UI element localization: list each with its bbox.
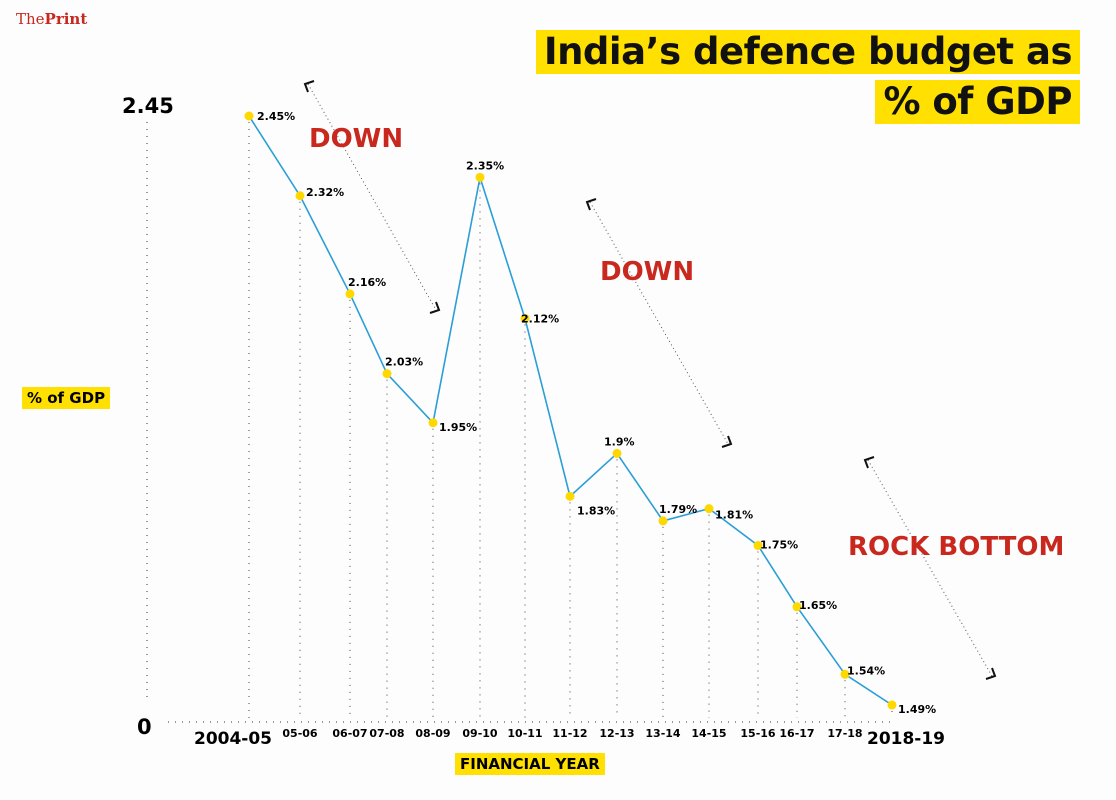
arrow-tail-mark [303, 80, 315, 93]
x-tick-label: 16-17 [779, 727, 814, 740]
data-label: 1.65% [799, 599, 837, 612]
data-point [612, 448, 622, 458]
data-point [792, 602, 802, 612]
data-label: 2.12% [521, 312, 559, 325]
x-tick-label: 05-06 [282, 727, 318, 740]
data-label: 2.16% [348, 276, 386, 289]
data-point [382, 369, 392, 379]
trend-annotation: ROCK BOTTOM [848, 532, 1064, 562]
data-label: 1.9% [604, 435, 635, 448]
chart-title-line2: % of GDP [875, 80, 1080, 124]
x-tick-label: 11-12 [552, 727, 587, 740]
arrow-tail-mark [863, 456, 875, 469]
trend-arrow-line [867, 459, 993, 677]
arrow-head-icon [721, 435, 733, 448]
arrow-head-icon [985, 667, 997, 680]
theprint-logo: ThePrint [16, 10, 87, 28]
x-tick-label: 2018-19 [867, 729, 945, 749]
x-tick-label: 13-14 [645, 727, 681, 740]
data-point [840, 669, 850, 679]
trend-arrow-line [307, 83, 437, 311]
chart-title-line1: India’s defence budget as [535, 30, 1080, 74]
data-point [520, 313, 530, 323]
data-label: 1.83% [577, 504, 615, 517]
logo-thin: The [16, 10, 45, 28]
data-point [428, 418, 438, 428]
x-tick-label: 15-16 [740, 727, 776, 740]
trend-annotation: DOWN [309, 124, 403, 154]
y-tick-label: 2.45 [122, 94, 174, 118]
data-point [887, 700, 897, 710]
data-label: 1.79% [659, 503, 697, 516]
y-axis-label: % of GDP [22, 387, 111, 409]
y-tick-label: 0 [137, 715, 152, 739]
x-tick-label: 14-15 [691, 727, 726, 740]
data-label: 1.49% [898, 703, 936, 716]
x-tick-label: 17-18 [827, 727, 862, 740]
x-tick-label: 2004-05 [194, 729, 272, 749]
data-point [658, 516, 668, 526]
data-point [565, 491, 575, 501]
data-label: 1.54% [847, 664, 885, 677]
x-tick-label: 07-08 [369, 727, 404, 740]
data-point [753, 540, 763, 550]
x-tick-label: 12-13 [599, 727, 634, 740]
data-point [345, 289, 355, 299]
series-line [248, 115, 893, 706]
x-tick-label: 09-10 [462, 727, 498, 740]
x-tick-label: 08-09 [415, 727, 450, 740]
logo-bold: Print [44, 10, 88, 28]
arrow-tail-mark [585, 198, 597, 211]
data-label: 1.75% [760, 538, 798, 551]
data-label: 1.81% [715, 509, 753, 522]
x-tick-label: 06-07 [332, 727, 367, 740]
data-point [244, 111, 254, 121]
data-label: 1.95% [439, 421, 477, 434]
data-label: 2.45% [257, 110, 295, 123]
data-label: 2.32% [306, 186, 344, 199]
x-axis-label: FINANCIAL YEAR [455, 753, 605, 775]
data-label: 2.35% [466, 159, 504, 172]
x-tick-label: 10-11 [507, 727, 542, 740]
data-point [475, 172, 485, 182]
trend-annotation: DOWN [600, 257, 694, 287]
data-point [704, 504, 714, 514]
data-label: 2.03% [385, 356, 423, 369]
arrow-head-icon [429, 301, 441, 314]
trend-arrow-line [589, 201, 729, 445]
data-point [295, 191, 305, 201]
